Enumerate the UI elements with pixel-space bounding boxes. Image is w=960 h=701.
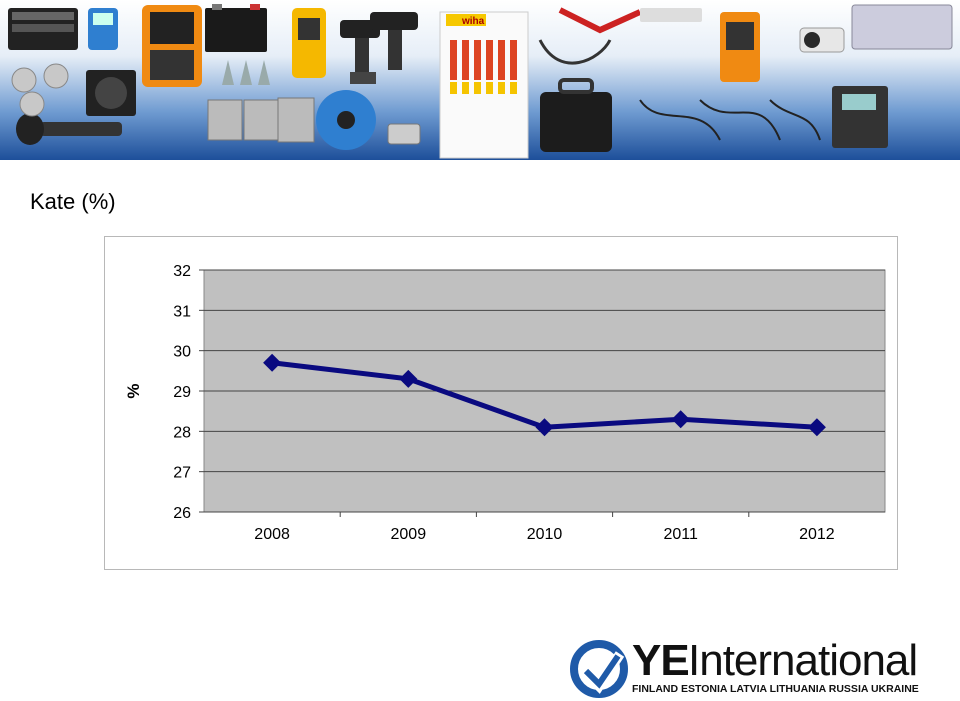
fan-icon	[86, 70, 136, 116]
x-tick-label: 2008	[254, 526, 290, 543]
chart-frame: 26 27 28 29 30 31 32 2008 2009 2010 2011 2012 %	[104, 236, 898, 570]
x-tick-label: 2011	[663, 526, 698, 543]
x-tick-label: 2009	[391, 526, 427, 543]
multimeter-icon	[88, 8, 118, 50]
data-point-marker	[399, 369, 418, 388]
data-point-marker	[535, 418, 554, 437]
bit-set-icon	[8, 8, 78, 50]
drill-icon	[340, 12, 418, 84]
pliers-icon	[558, 7, 642, 34]
oscilloscope-icon	[142, 5, 202, 87]
slide-title: Kate (%)	[30, 189, 116, 214]
test-leads-icon	[639, 99, 821, 141]
ye-logo-mark-icon	[570, 640, 628, 698]
logo-ye-text: YE	[632, 636, 690, 685]
product-banner: wiha	[0, 0, 960, 160]
solder-tips-icon	[222, 60, 270, 85]
x-tick-label: 2012	[799, 526, 835, 543]
y-tick-label: 32	[173, 263, 191, 280]
y-axis-ticks: 26 27 28 29 30 31 32	[173, 263, 204, 522]
led-module-icon	[640, 8, 760, 82]
data-point-marker	[263, 353, 282, 372]
solder-reel-icon	[11, 63, 69, 117]
gridlines	[204, 269, 885, 513]
battery-icon	[205, 4, 267, 52]
company-logo: YE International FINLAND ESTONIA LATVIA …	[570, 636, 940, 698]
flashlight-icon	[16, 113, 122, 145]
inverter-icon	[851, 4, 953, 50]
cable-reel-icon	[316, 90, 376, 150]
y-tick-label: 27	[173, 465, 191, 482]
thermal-camera-icon	[292, 8, 326, 78]
data-point-marker	[807, 418, 826, 437]
y-tick-label: 31	[173, 303, 191, 320]
y-tick-label: 28	[173, 424, 191, 441]
connector-icon	[387, 123, 421, 145]
soldering-station-icon	[832, 86, 888, 148]
y-axis-label: %	[124, 383, 143, 398]
screwdriver-display-icon: wiha	[439, 11, 529, 159]
tool-case-icon	[540, 78, 612, 152]
data-series	[263, 353, 826, 437]
logo-countries-text: FINLAND ESTONIA LATVIA LITHUANIA RUSSIA …	[632, 683, 919, 695]
data-point-marker	[671, 410, 690, 429]
y-tick-label: 29	[173, 384, 191, 401]
y-tick-label: 26	[173, 505, 191, 522]
logo-international-text: International	[688, 636, 918, 685]
line-chart: 26 27 28 29 30 31 32 2008 2009 2010 2011 2012 %	[124, 263, 886, 543]
power-supply-icon	[207, 97, 315, 143]
ip-camera-icon	[799, 27, 845, 53]
x-tick-label: 2010	[527, 526, 563, 543]
y-tick-label: 30	[173, 344, 191, 361]
brand-sign: wiha	[461, 16, 485, 27]
inspection-camera-icon	[538, 39, 612, 65]
x-axis-ticks: 2008 2009 2010 2011 2012	[254, 512, 835, 543]
